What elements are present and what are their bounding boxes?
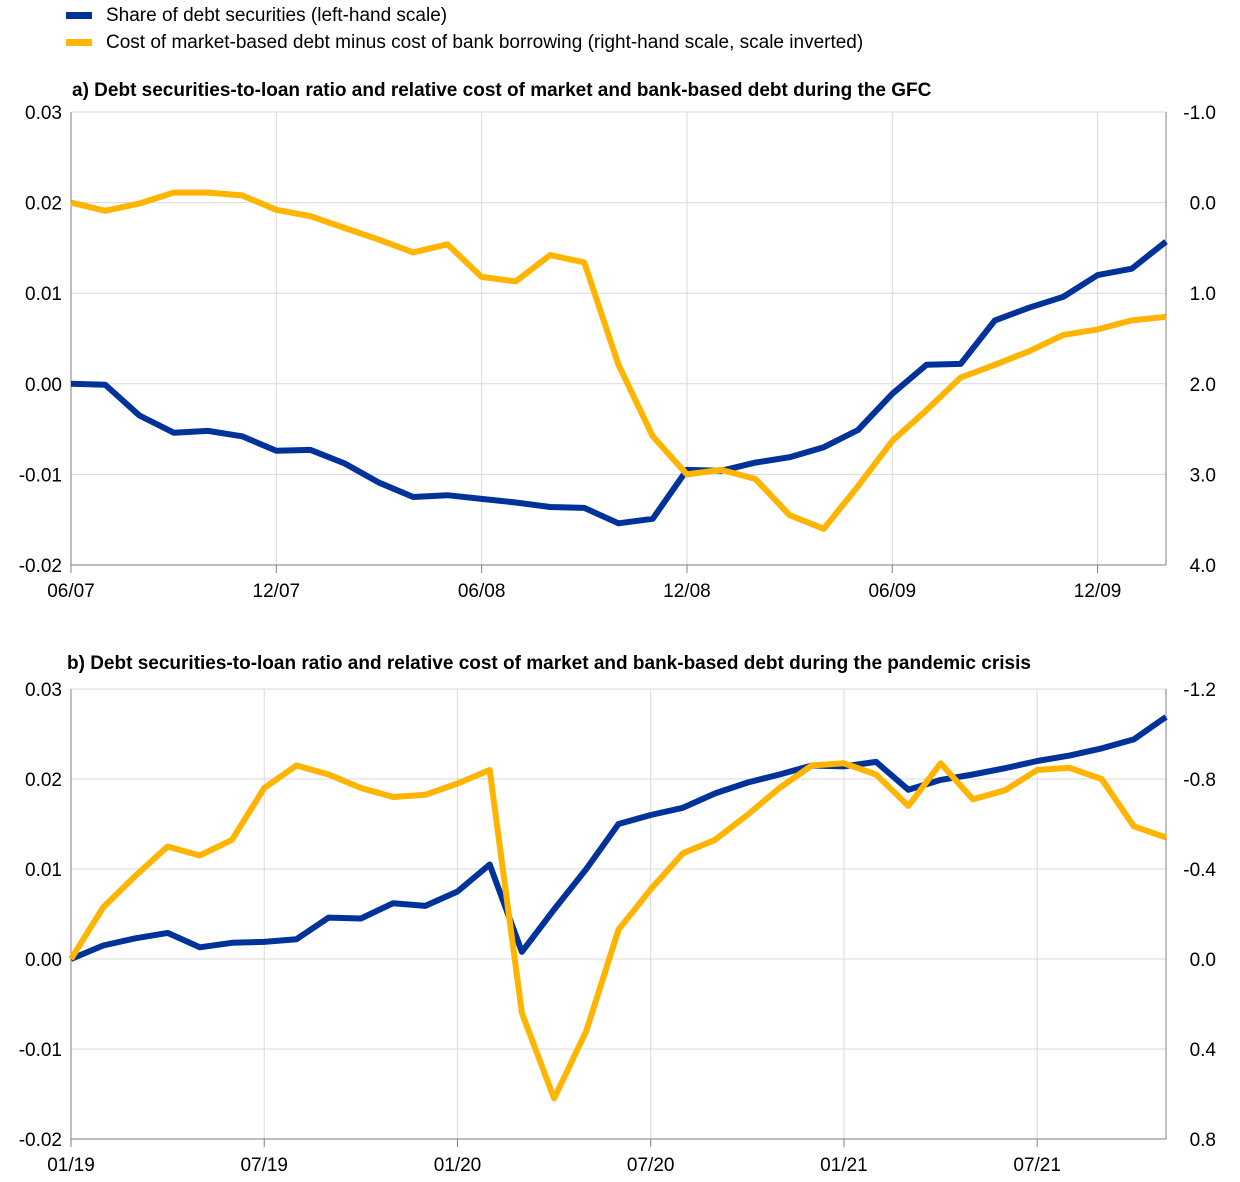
chart-a-series-cost-difference [70, 189, 1167, 532]
legend-item-debt-securities: Share of debt securities (left-hand scal… [66, 2, 863, 29]
chart-b-series-debt-securities [69, 714, 1168, 962]
legend-swatch-debt-securities [66, 12, 92, 19]
chart-b-x-tick-label: 07/19 [240, 1155, 288, 1176]
chart-b-y-right-tick-label: 0.8 [1190, 1130, 1216, 1151]
chart-a-x-tick-label: 06/09 [868, 581, 916, 602]
legend-label-debt-securities: Share of debt securities (left-hand scal… [106, 4, 448, 26]
chart-a-y-left-tick-label: 0.03 [25, 103, 62, 124]
chart-a-x-tick-label: 12/09 [1074, 581, 1122, 602]
chart-a-x-tick-label: 06/07 [47, 581, 95, 602]
chart-b-x-tick-label: 01/21 [820, 1155, 868, 1176]
chart-b-x-tick-label: 01/19 [47, 1155, 95, 1176]
chart-b-y-right-tick-label: 0.0 [1190, 950, 1216, 971]
chart-b-y-right-tick-label: -0.8 [1183, 770, 1216, 791]
chart-b-y-left-tick-label: 0.02 [25, 770, 62, 791]
chart-a-y-left-tick-label: -0.01 [19, 465, 62, 486]
chart-a-y-right-tick-label: -1.0 [1183, 103, 1216, 124]
chart-b-series-cost-difference [68, 760, 1167, 1102]
chart-a-y-right-tick-label: 1.0 [1190, 284, 1216, 305]
legend-item-cost-difference: Cost of market-based debt minus cost of … [66, 29, 863, 56]
chart-a-y-right-tick-label: 4.0 [1190, 556, 1216, 577]
chart-b-x-tick-label: 07/21 [1013, 1155, 1061, 1176]
chart-a-x-tick-label: 12/08 [663, 581, 711, 602]
chart-a-y-right-tick-label: 2.0 [1190, 375, 1216, 396]
chart-a-series-debt-securities [70, 239, 1168, 527]
chart-a-y-right-tick-label: 3.0 [1190, 465, 1216, 486]
chart-b-title: b) Debt securities-to-loan ratio and rel… [67, 653, 1031, 674]
chart-a-x-tick-label: 06/08 [458, 581, 506, 602]
chart-b-y-right-tick-label: -0.4 [1183, 860, 1216, 881]
chart-a-y-left-tick-label: -0.02 [19, 556, 62, 577]
chart-b-x-tick-label: 01/20 [434, 1155, 482, 1176]
legend-swatch-cost-difference [66, 39, 92, 46]
chart-a-y-right-tick-label: 0.0 [1190, 194, 1216, 215]
chart-b-x-tick-label: 07/20 [627, 1155, 675, 1176]
chart-b-y-right-tick-label: -1.2 [1183, 680, 1216, 701]
legend: Share of debt securities (left-hand scal… [66, 2, 863, 56]
legend-label-cost-difference: Cost of market-based debt minus cost of … [106, 31, 864, 53]
chart-b-y-left-tick-label: 0.00 [25, 950, 62, 971]
chart-b-y-left-tick-label: -0.02 [19, 1130, 62, 1151]
chart-b-y-left-tick-label: -0.01 [19, 1040, 62, 1061]
chart-a-y-left-tick-label: 0.02 [25, 194, 62, 215]
chart-a-title: a) Debt securities-to-loan ratio and rel… [72, 80, 932, 101]
chart-b-y-left-tick-label: 0.01 [25, 860, 62, 881]
chart-a-y-left-tick-label: 0.00 [25, 375, 62, 396]
chart-b-y-right-tick-label: 0.4 [1190, 1040, 1217, 1061]
chart-a-y-left-tick-label: 0.01 [25, 284, 62, 305]
chart-b-y-left-tick-label: 0.03 [25, 680, 62, 701]
chart-a-x-tick-label: 12/07 [253, 581, 301, 602]
